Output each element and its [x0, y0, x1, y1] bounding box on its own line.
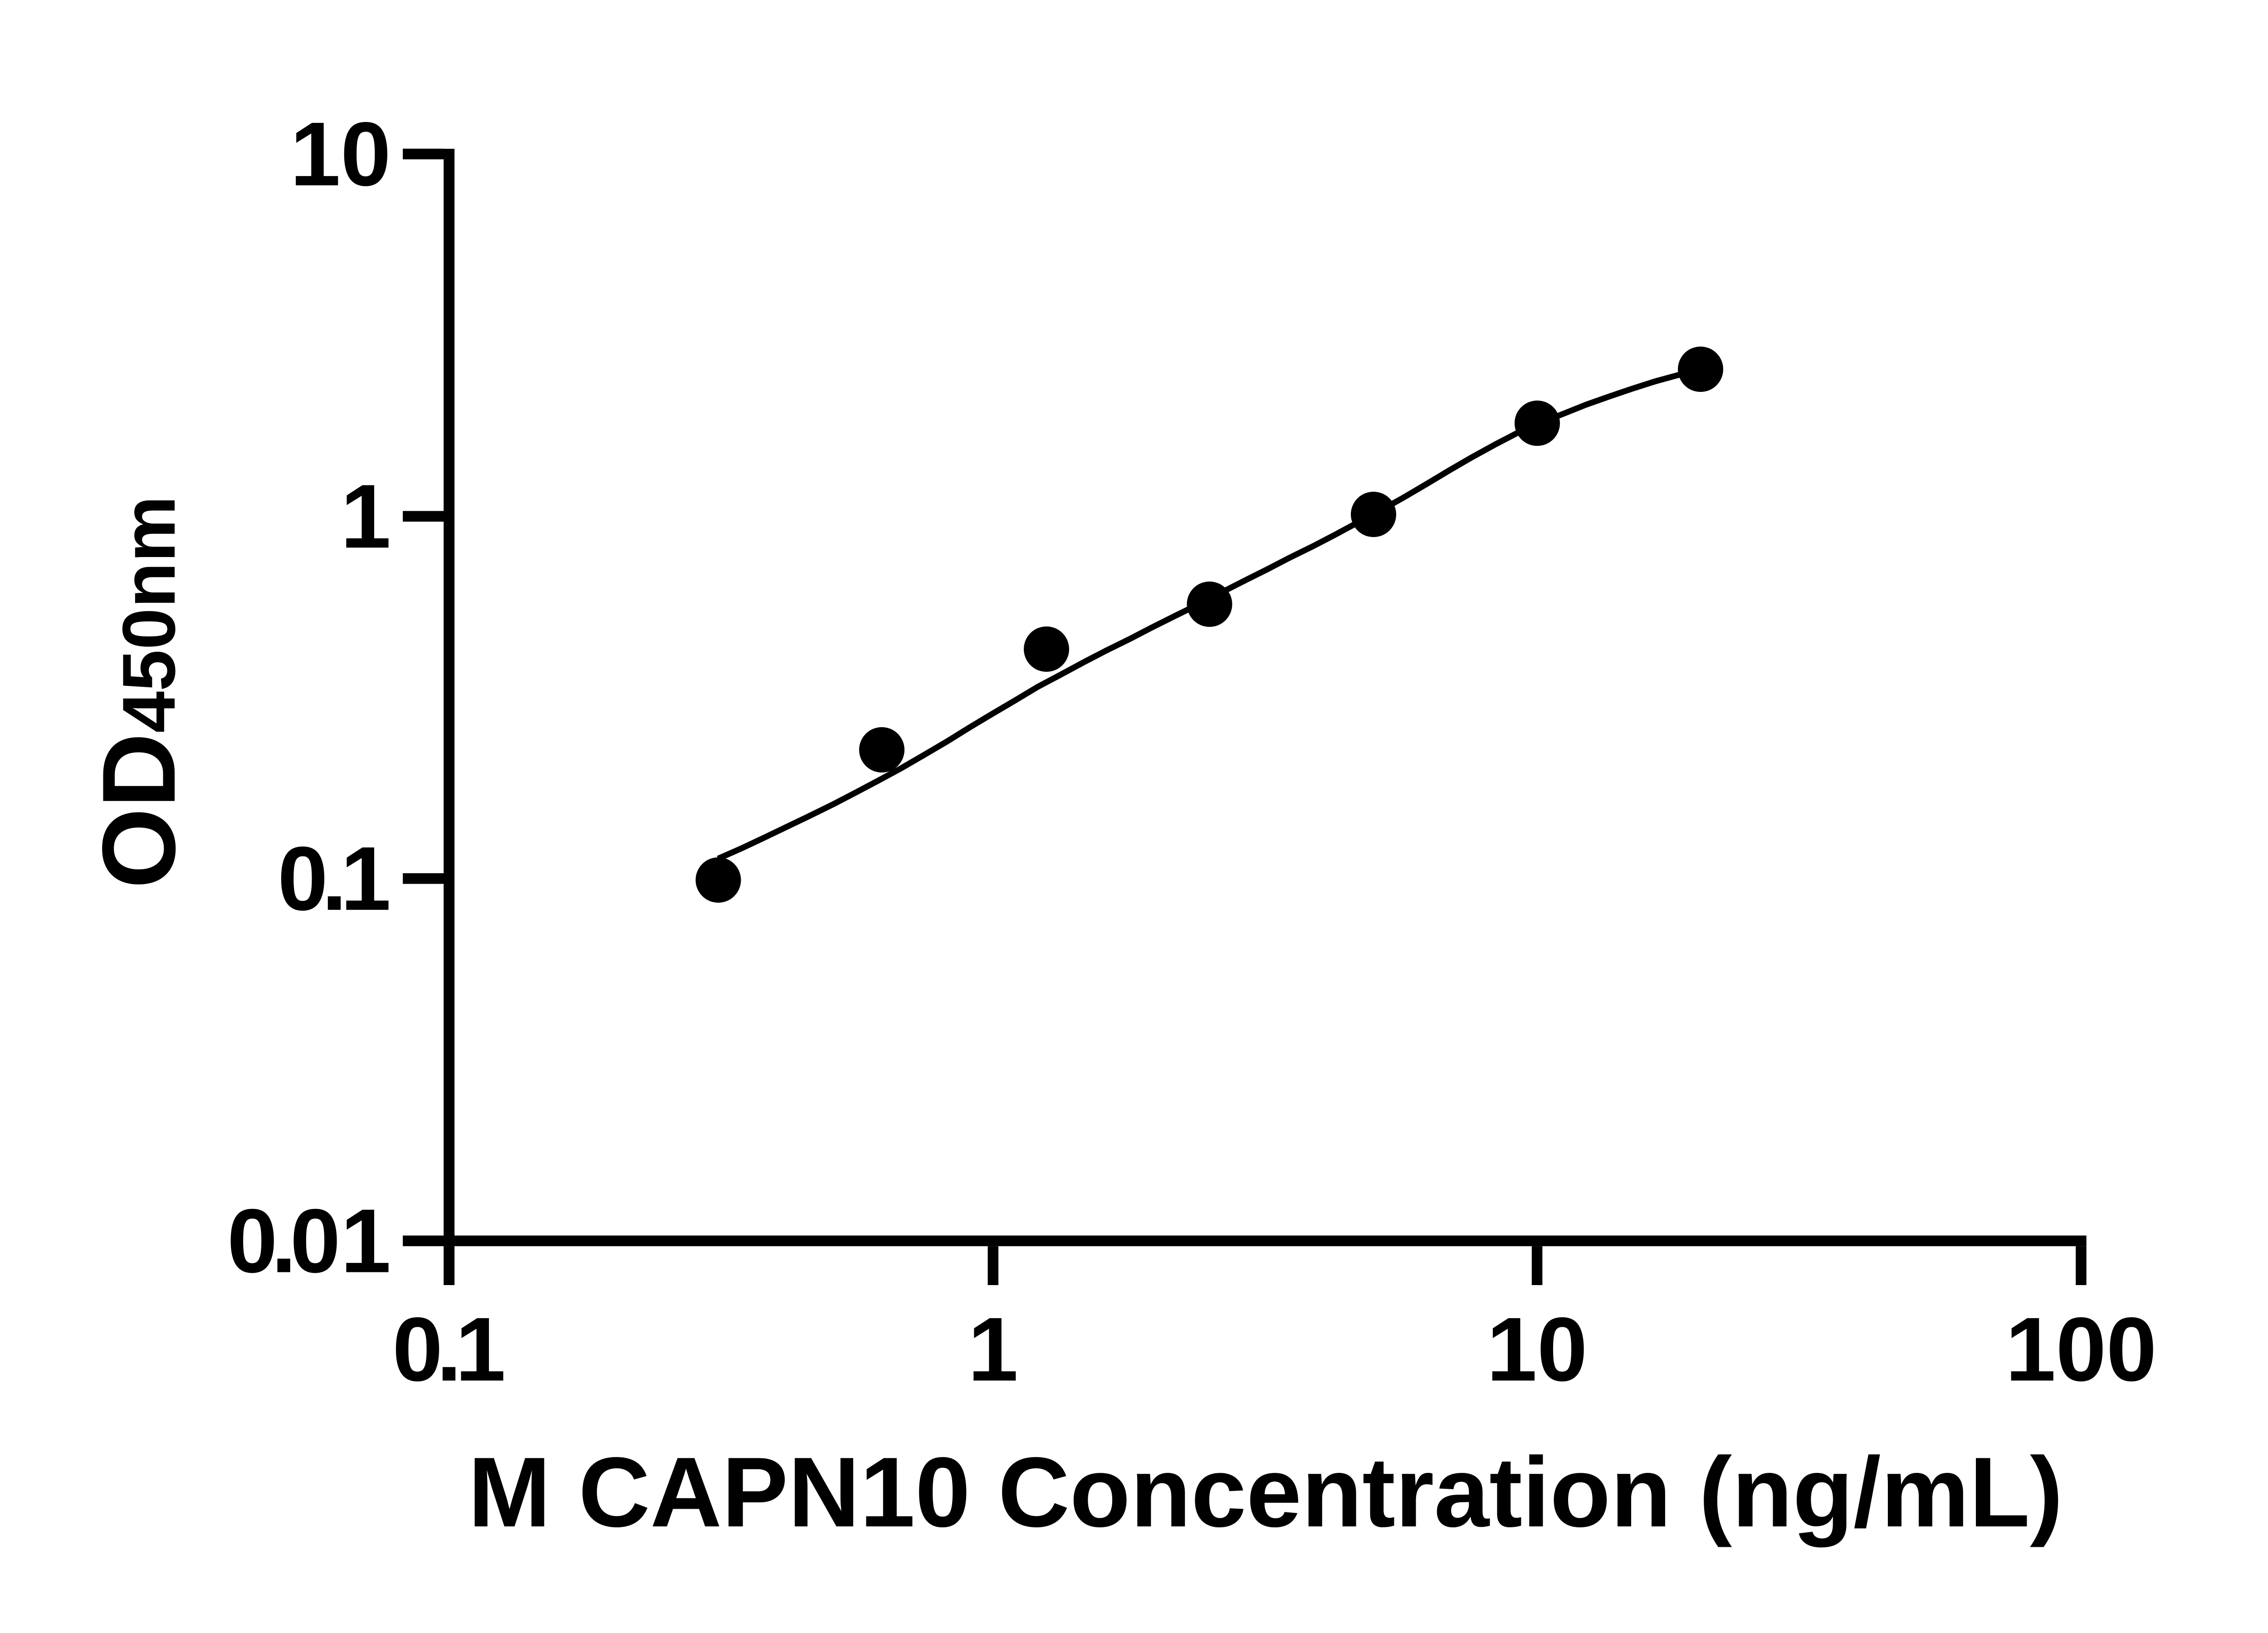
svg-text:10: 10 [1486, 1299, 1587, 1400]
svg-text:1: 1 [968, 1299, 1018, 1400]
svg-text:0.1: 0.1 [278, 828, 391, 929]
svg-text:10: 10 [290, 104, 391, 205]
svg-text:100: 100 [2005, 1299, 2157, 1400]
svg-text:0.01: 0.01 [227, 1191, 391, 1292]
svg-text:1: 1 [341, 466, 391, 567]
svg-text:M CAPN10 Concentration (ng/mL): M CAPN10 Concentration (ng/mL) [468, 1437, 2063, 1548]
svg-text:0.1: 0.1 [392, 1299, 506, 1400]
